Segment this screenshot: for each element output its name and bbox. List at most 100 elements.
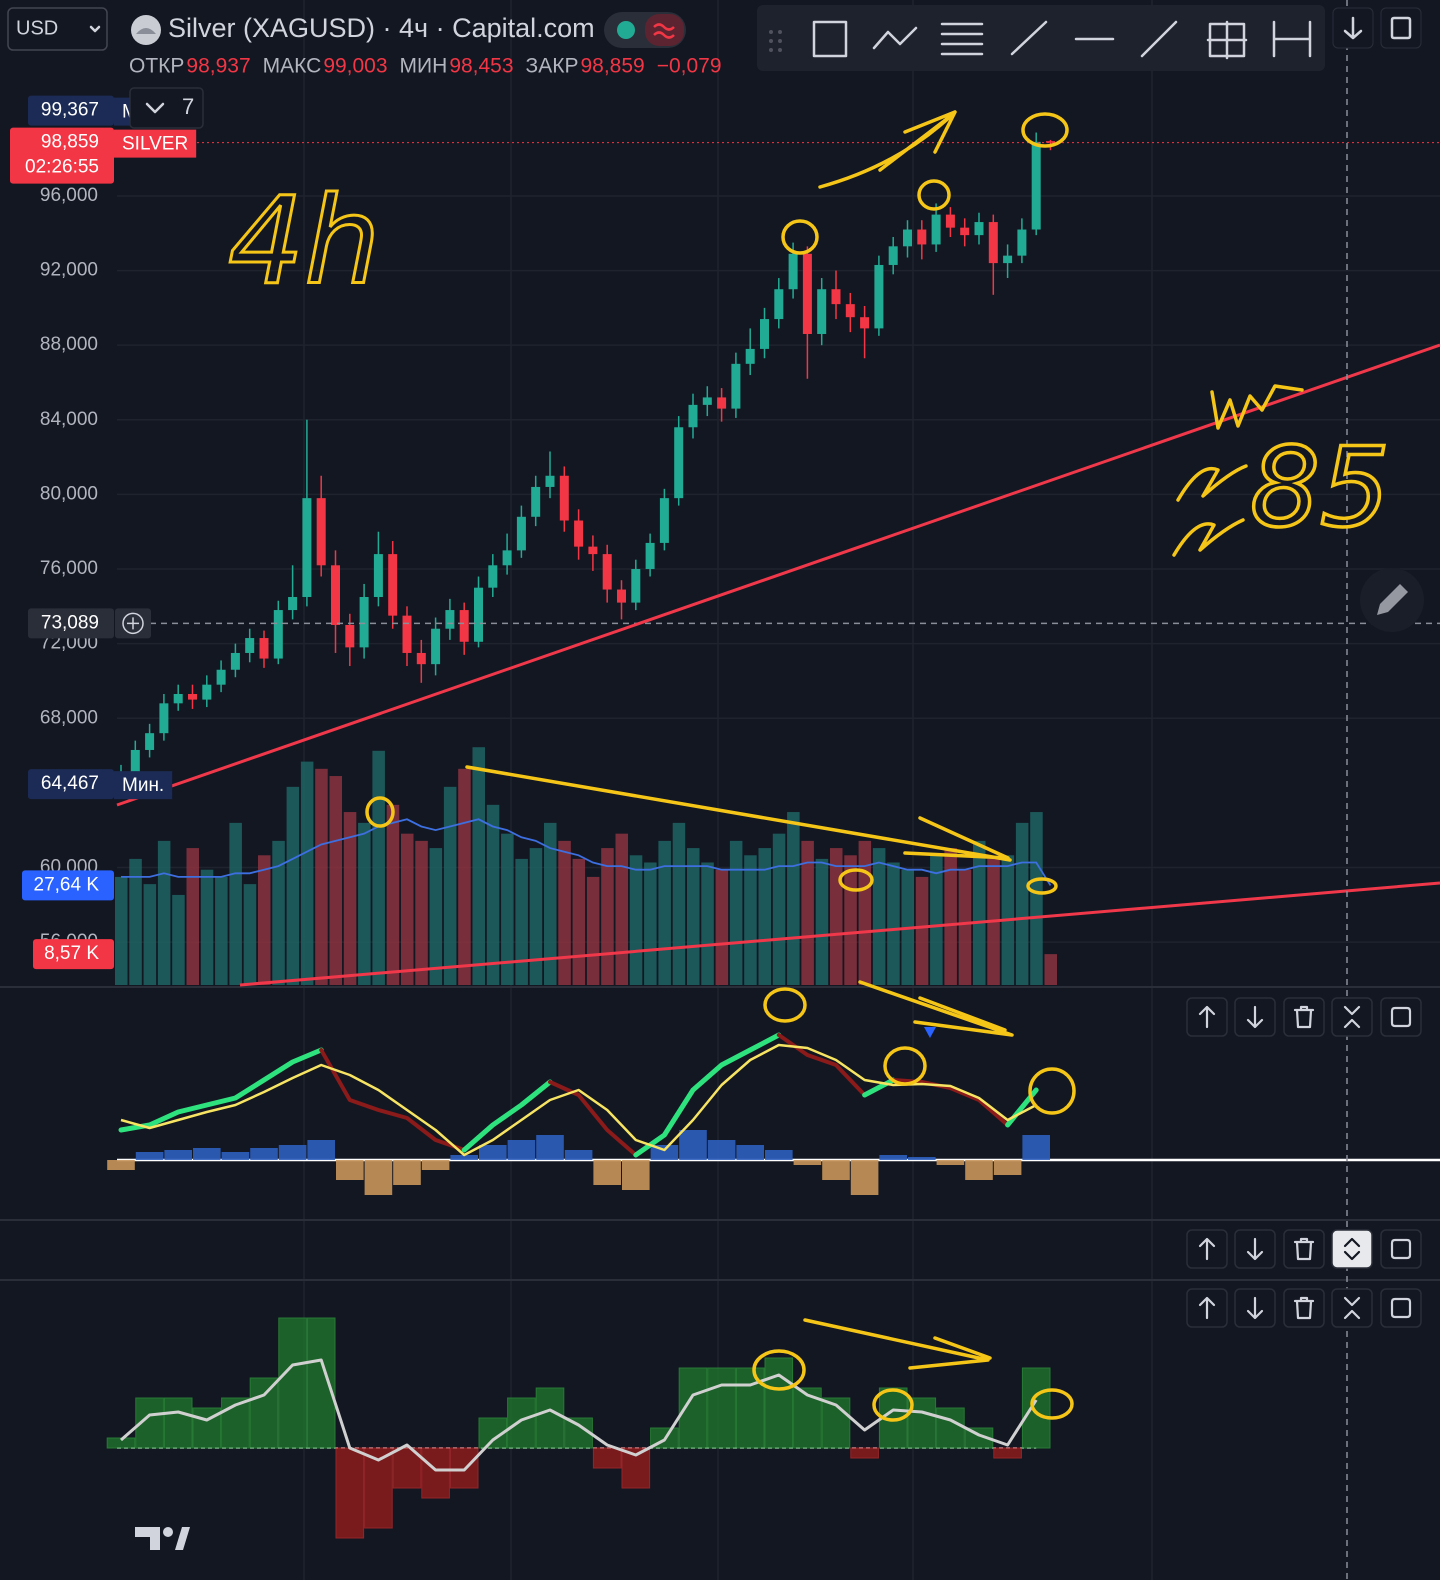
- volume-bar: [415, 840, 428, 985]
- ohlc-value: 98,453: [449, 55, 513, 78]
- tool-line[interactable]: [1140, 20, 1178, 58]
- ohlc-change: −0,079: [657, 55, 722, 78]
- volume-bar: [501, 833, 514, 985]
- price-layer: [116, 132, 1440, 790]
- header: USD Silver (XAGUSD) · 4ч · Capital.com О…: [7, 7, 722, 129]
- candle-body: [273, 610, 283, 659]
- histogram-bar: [421, 1160, 450, 1170]
- macd-line: [319, 1048, 467, 1152]
- drawn-circle: [872, 1388, 914, 1422]
- ohlc-value: 98,937: [186, 55, 250, 78]
- histogram-bar: [593, 1160, 621, 1185]
- toolbar-bg: [757, 5, 1325, 71]
- histogram-bar: [335, 1447, 365, 1539]
- hand-drawings: [365, 110, 1304, 1422]
- candle-body: [445, 610, 455, 629]
- candle-body: [159, 703, 169, 734]
- volume-bar: [572, 858, 586, 985]
- drawn-arrow: [803, 1318, 992, 1370]
- tool-path[interactable]: [872, 26, 918, 50]
- candle-body: [788, 253, 798, 290]
- candle-body: [345, 624, 355, 648]
- pane-button[interactable]: [1380, 1288, 1422, 1328]
- candle-body: [617, 589, 626, 603]
- histogram-bar: [1022, 1135, 1050, 1160]
- currency-select[interactable]: [7, 7, 108, 51]
- volume-bar: [200, 869, 214, 985]
- tool-rect[interactable]: [812, 20, 848, 58]
- candle-body: [1017, 229, 1027, 256]
- volume-ma: [121, 818, 1052, 886]
- icon-down: [1343, 16, 1363, 40]
- histogram-bar: [564, 1150, 593, 1160]
- tool-fib[interactable]: [940, 22, 984, 56]
- vertical-grid: [303, 0, 1153, 1580]
- candle-body: [988, 222, 998, 264]
- candle-body: [845, 304, 855, 318]
- pane-button[interactable]: [1380, 997, 1422, 1037]
- histogram-bar: [736, 1145, 764, 1160]
- chevron: [89, 25, 101, 33]
- candle-body: [431, 628, 441, 665]
- y-tick-label: 88,000: [40, 334, 98, 355]
- drawn-circle: [917, 179, 951, 211]
- candle-body: [359, 597, 369, 648]
- volume-marker: [33, 939, 114, 970]
- drawn-arrow: [858, 980, 1014, 1037]
- tool-ray[interactable]: [1010, 20, 1048, 56]
- tool-measure[interactable]: [1206, 20, 1248, 60]
- candle-body: [488, 565, 498, 588]
- ohlc-label: ОТКР: [129, 55, 184, 78]
- volume-bar: [787, 812, 800, 985]
- candle-body: [688, 404, 698, 428]
- volume-bar: [930, 855, 943, 985]
- candle-body: [388, 554, 398, 616]
- histogram-bar: [336, 1160, 364, 1180]
- volume-bar: [944, 848, 957, 985]
- histogram-bar: [278, 1317, 307, 1449]
- price-tag: SILVER: [122, 134, 188, 155]
- pane-button[interactable]: [1331, 1229, 1373, 1269]
- histogram-bar: [908, 1157, 936, 1160]
- pane-button[interactable]: [1331, 1288, 1373, 1328]
- logo-part: [163, 1527, 173, 1537]
- volume-bar: [701, 862, 714, 985]
- histogram-bar: [193, 1148, 221, 1160]
- ohlc-label: ЗАКР: [526, 55, 579, 78]
- ohlc-row: ОТКР 98,937 МАКС 99,003 МИН 98,453 ЗАКР 98,859−…: [129, 55, 722, 78]
- button[interactable]: [1380, 7, 1422, 49]
- histogram-bar: [535, 1387, 565, 1449]
- candle-body: [1031, 141, 1041, 230]
- macd-line: [118, 1047, 324, 1133]
- volume-bar: [429, 848, 443, 985]
- wave-icon: [653, 23, 675, 39]
- pane-buttons: [1186, 997, 1422, 1328]
- volume-bar: [758, 848, 771, 985]
- pane-button[interactable]: [1380, 1229, 1422, 1269]
- pane-button-icon: [1198, 1296, 1216, 1320]
- pane-button-icon: [1293, 1237, 1315, 1261]
- candle-body: [745, 348, 755, 364]
- volume-bar: [915, 876, 929, 985]
- drawn-circle: [1026, 877, 1058, 895]
- indicator-toggle[interactable]: [129, 87, 204, 129]
- histogram-bar: [306, 1317, 336, 1449]
- macd-line: [548, 1080, 638, 1157]
- histogram-bar: [249, 1377, 279, 1449]
- histogram-bar: [622, 1160, 650, 1190]
- histogram-bar: [450, 1155, 478, 1160]
- y-tick-label: 96,000: [40, 185, 98, 206]
- volume-bar: [958, 869, 972, 985]
- pane-button[interactable]: [1283, 1229, 1325, 1269]
- pane-button[interactable]: [1283, 1288, 1325, 1328]
- pane-button[interactable]: [1283, 997, 1325, 1037]
- volume-bar: [358, 822, 371, 985]
- histogram-bar: [164, 1150, 192, 1160]
- signal-line: [120, 1043, 1037, 1157]
- volume-marker-label: 8,57 K: [44, 943, 99, 964]
- tool-range[interactable]: [1272, 20, 1312, 58]
- drawn-circle: [365, 796, 395, 828]
- price-tag-bg: [114, 129, 197, 158]
- pane-button[interactable]: [1331, 997, 1373, 1037]
